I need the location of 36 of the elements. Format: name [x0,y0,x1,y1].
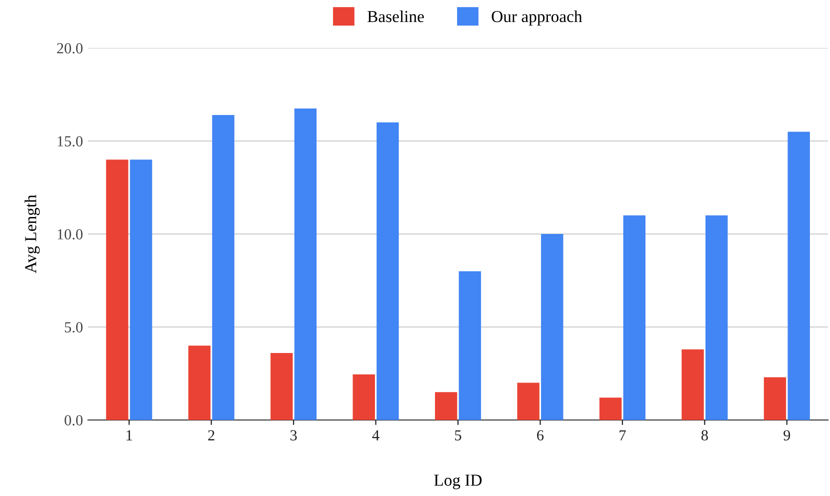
bar [764,377,786,420]
x-tick-label: 5 [455,430,462,440]
legend-label: Our approach [492,10,582,26]
y-axis-title: Avg Length [24,194,40,274]
bar [682,349,704,420]
y-tick-label: 20.0 [57,43,83,54]
bar [599,398,622,420]
legend-label: Baseline [368,10,424,22]
y-tick-label: 10.0 [58,229,83,240]
bar [517,382,540,420]
x-tick-label: 6 [537,430,544,440]
x-tick-label: 1 [126,430,132,440]
x-axis-title: Log ID [434,474,482,490]
bar [541,234,564,420]
x-tick-label: 2 [208,430,214,440]
bar [458,271,482,420]
x-tick-label: 3 [290,430,297,440]
bar [212,114,234,420]
bar [270,353,293,420]
y-tick-label: 15.0 [58,136,83,147]
bar [352,374,375,420]
x-tick-label: 4 [372,430,380,440]
bar [705,215,728,420]
y-tick-label: 0.0 [64,415,83,426]
bar [130,160,152,420]
x-tick-label: 9 [784,430,790,440]
bar [623,215,646,420]
bar [434,392,458,420]
bar [294,108,317,420]
y-tick-label: 5.0 [64,322,83,333]
bar [376,122,399,420]
x-tick-label: 7 [620,430,626,440]
bar [188,346,211,420]
bar [788,132,810,420]
x-tick-label: 8 [701,430,708,440]
bar [106,160,128,420]
